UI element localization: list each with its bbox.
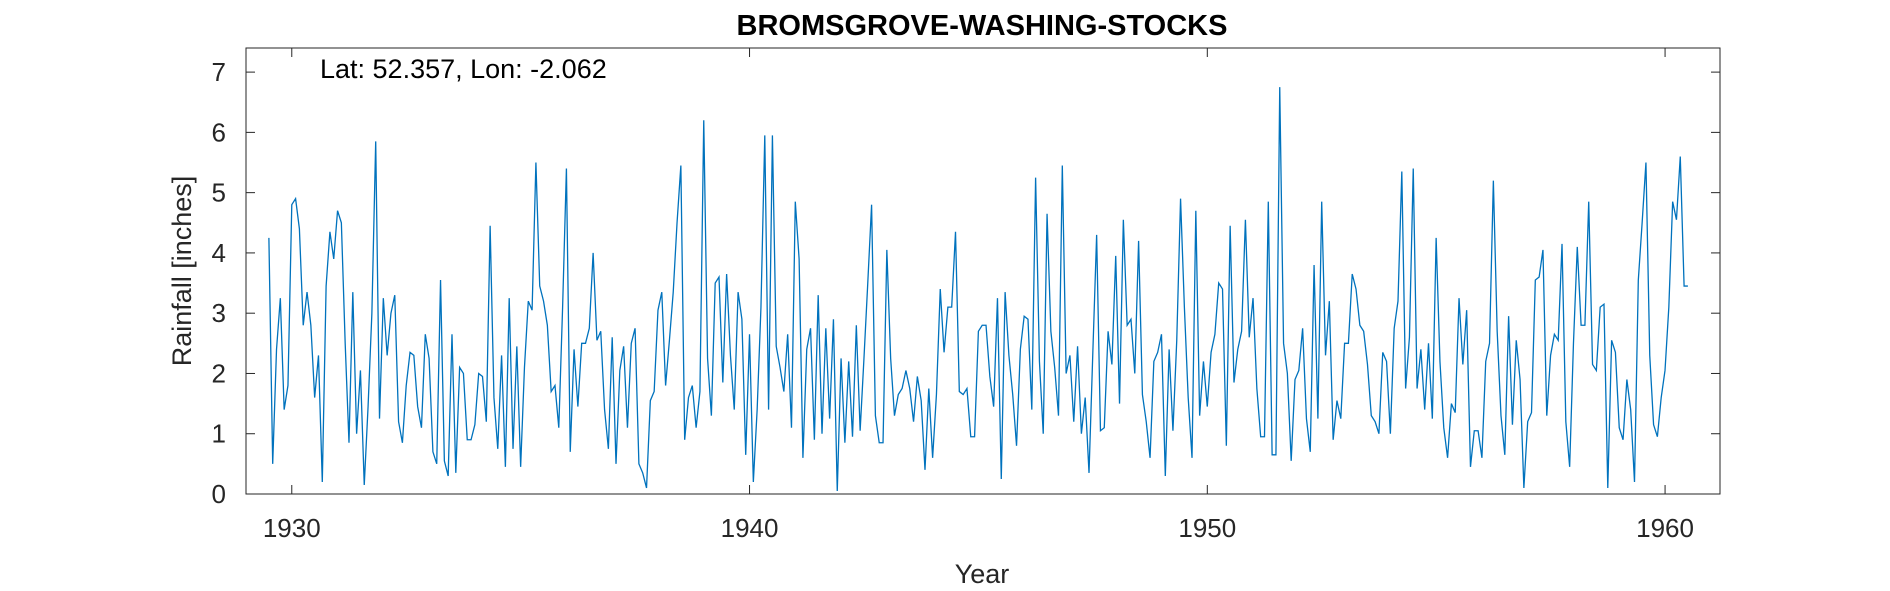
- y-axis-label: Rainfall [inches]: [167, 176, 197, 367]
- y-tick-label: 7: [212, 57, 226, 87]
- chart-title: BROMSGROVE-WASHING-STOCKS: [737, 10, 1228, 42]
- x-tick-label: 1950: [1178, 513, 1236, 543]
- x-tick-label: 1940: [721, 513, 779, 543]
- y-tick-label: 2: [212, 358, 226, 388]
- x-tick-label: 1930: [263, 513, 321, 543]
- y-axis: 0 1 2 3 4 5 6 7: [212, 57, 1720, 509]
- y-tick-label: 0: [212, 479, 226, 509]
- y-tick-label: 1: [212, 419, 226, 449]
- location-annotation: Lat: 52.357, Lon: -2.062: [320, 54, 607, 84]
- rainfall-series-line: [268, 87, 1688, 492]
- y-tick-label: 4: [212, 238, 226, 268]
- x-axis: 1930 1940 1950 1960: [263, 48, 1694, 543]
- x-axis-label: Year: [955, 559, 1010, 589]
- y-tick-label: 5: [212, 178, 226, 208]
- y-tick-label: 6: [212, 117, 226, 147]
- x-tick-label: 1960: [1636, 513, 1694, 543]
- y-tick-label: 3: [212, 298, 226, 328]
